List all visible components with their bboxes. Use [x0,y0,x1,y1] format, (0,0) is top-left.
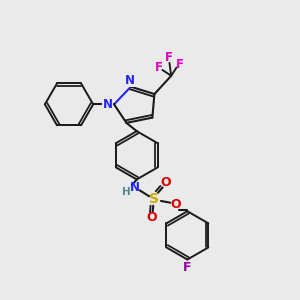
Text: N: N [103,98,112,111]
Text: O: O [146,211,157,224]
Text: N: N [130,181,140,194]
Text: F: F [165,51,173,64]
Text: H: H [122,187,131,197]
Text: N: N [124,74,134,87]
Text: F: F [183,261,192,274]
Text: F: F [176,58,184,71]
Text: O: O [170,198,181,211]
Text: O: O [160,176,171,189]
Text: S: S [149,192,159,206]
Text: F: F [155,61,163,74]
